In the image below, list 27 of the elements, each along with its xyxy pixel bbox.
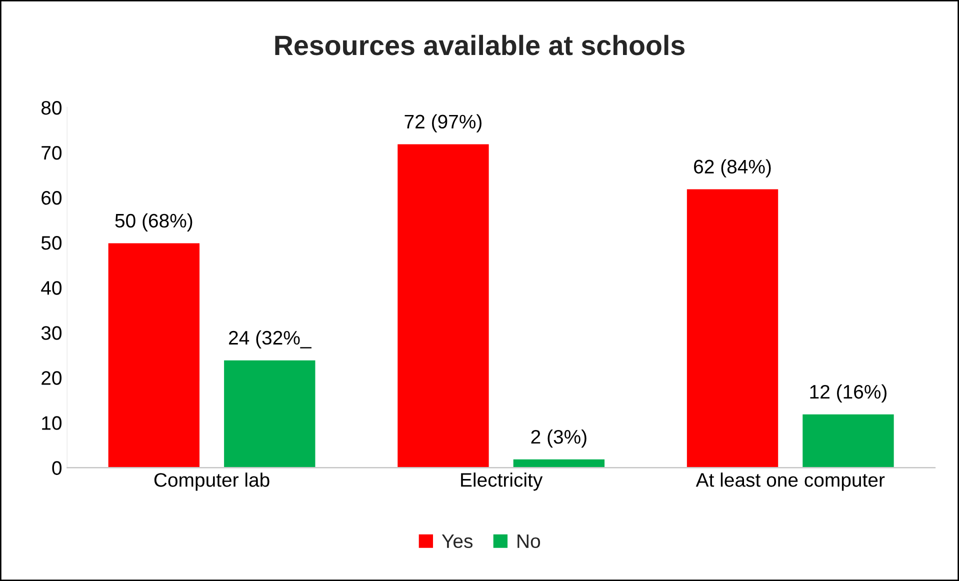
data-label: 50 (68%) xyxy=(115,213,192,232)
data-label: 72 (97%) xyxy=(404,114,482,132)
x-tick-label: Computer lab xyxy=(154,472,270,491)
y-tick-label: 0 xyxy=(52,461,62,475)
bar xyxy=(801,412,896,468)
data-label: 24 (32%_ xyxy=(229,330,312,349)
y-tick-label: 60 xyxy=(42,191,62,205)
data-label: 62 (84%) xyxy=(694,159,771,178)
y-tick-label: 30 xyxy=(41,326,62,340)
chart-title: Resources available at schools xyxy=(275,34,684,56)
x-tick-label: At least one computer xyxy=(696,472,885,491)
bar xyxy=(106,242,201,468)
legend-label: Yes xyxy=(442,534,473,548)
bar xyxy=(686,188,780,468)
bar xyxy=(222,358,317,468)
legend-label: No xyxy=(518,534,540,548)
y-tick-label: 70 xyxy=(42,146,62,160)
bar xyxy=(396,142,490,468)
y-tick-label: 20 xyxy=(42,371,62,385)
y-tick-label: 10 xyxy=(42,416,62,430)
x-tick-label: Electricity xyxy=(461,472,543,491)
data-label: 12 (16%) xyxy=(810,384,886,403)
y-tick-label: 80 xyxy=(41,100,62,115)
y-tick-label: 40 xyxy=(41,281,62,295)
y-tick-label: 50 xyxy=(41,236,62,250)
bar xyxy=(512,458,606,468)
data-label: 2 (3%) xyxy=(531,429,586,448)
